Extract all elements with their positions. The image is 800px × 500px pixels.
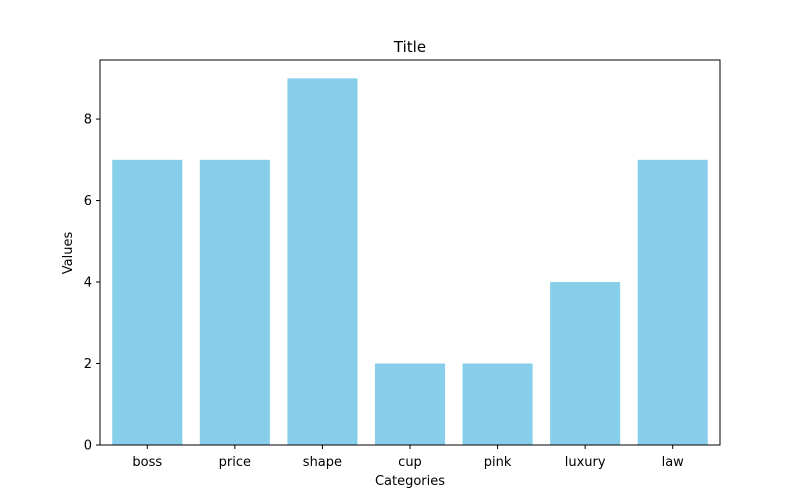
y-tick-label: 8	[84, 113, 92, 128]
bar-shape	[287, 78, 358, 445]
x-tick-label: shape	[303, 455, 342, 470]
bar-pink	[462, 363, 533, 445]
bar-cup	[374, 363, 446, 445]
bar-luxury	[550, 282, 621, 445]
bar-boss	[112, 159, 183, 445]
bar-law	[637, 159, 708, 445]
bars-group	[112, 78, 708, 445]
y-tick-label: 0	[84, 439, 92, 454]
y-tick-label: 6	[84, 194, 92, 209]
chart-title: Title	[393, 38, 426, 56]
y-tick-label: 4	[84, 276, 92, 291]
y-tick-label: 2	[84, 357, 92, 372]
y-axis: 0 2 4 6 8	[84, 113, 100, 454]
x-tick-label: luxury	[565, 455, 606, 470]
bar-price	[199, 159, 270, 445]
x-axis-label: Categories	[375, 474, 445, 489]
x-tick-label: price	[219, 455, 251, 470]
x-tick-label: pink	[484, 455, 512, 470]
x-tick-label: cup	[398, 455, 422, 470]
x-tick-label: boss	[132, 455, 162, 470]
y-axis-label: Values	[61, 232, 76, 275]
x-tick-label: law	[662, 455, 685, 470]
x-axis: boss price shape cup pink luxury law	[132, 445, 684, 470]
